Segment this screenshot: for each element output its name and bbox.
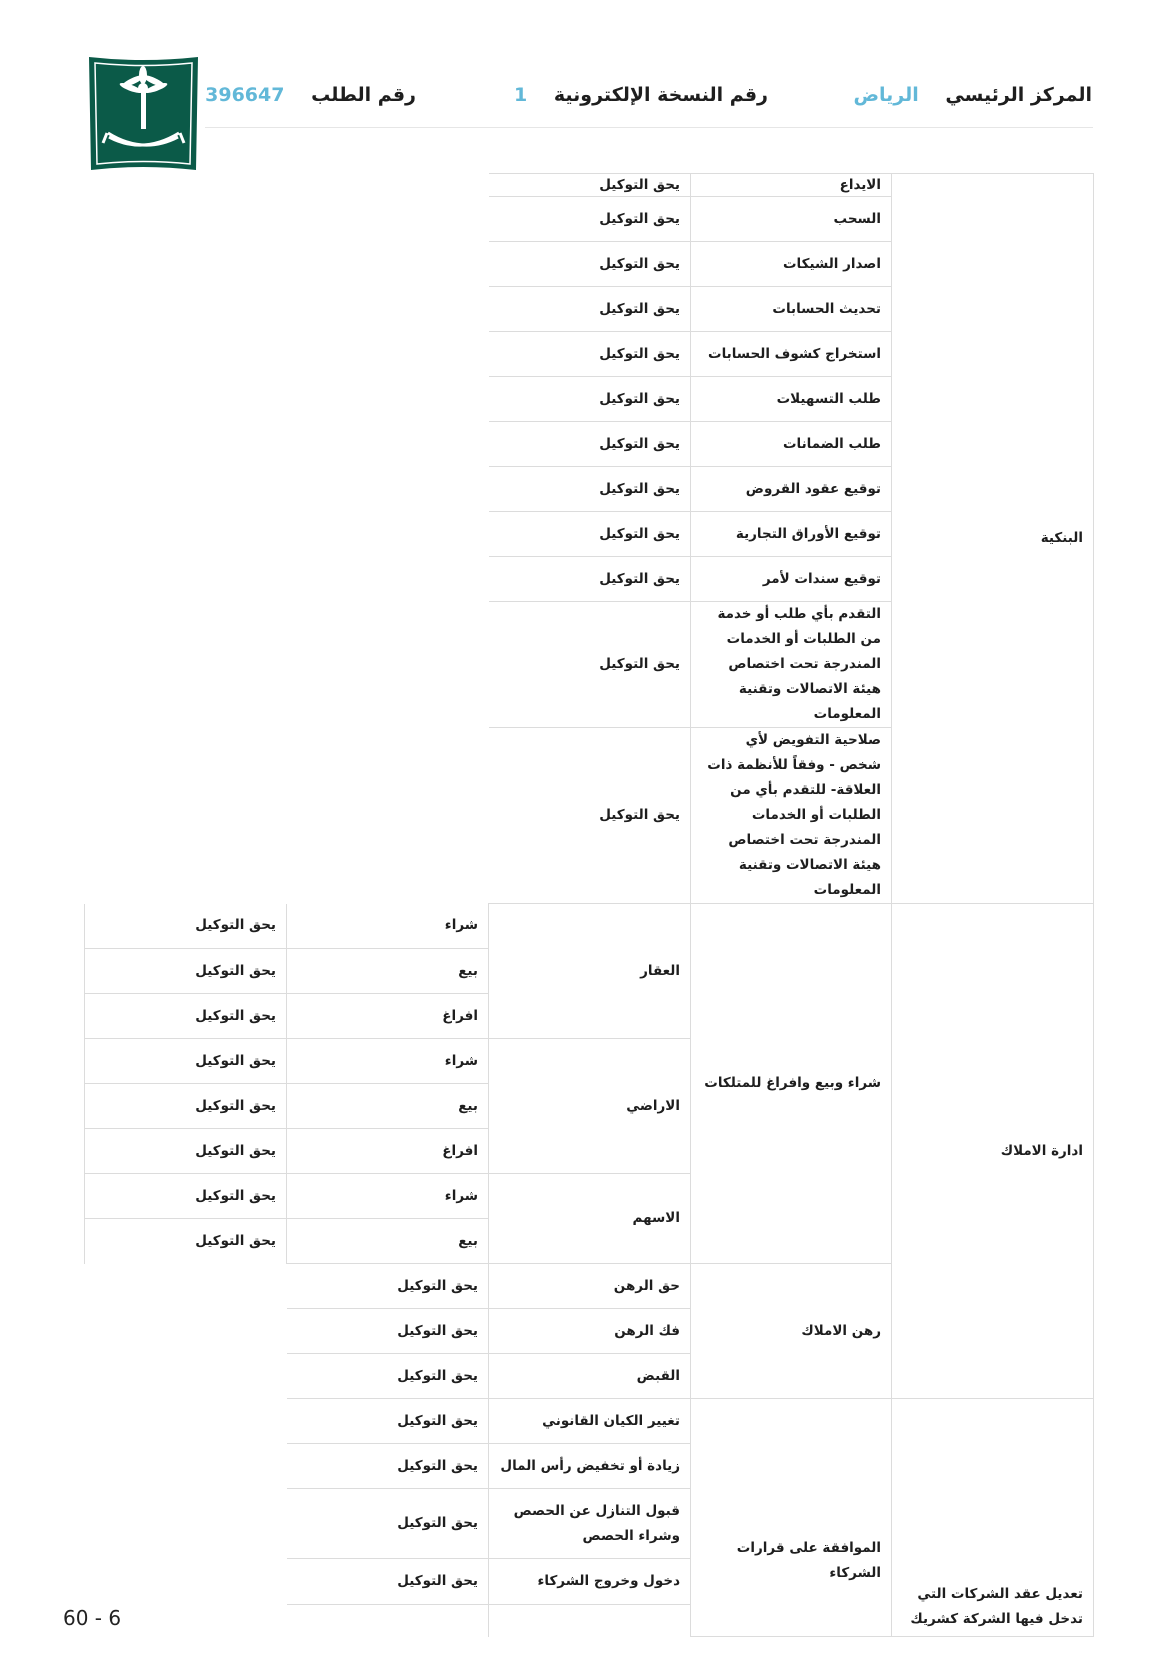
item-cell: توقيع الأوراق التجارية	[690, 511, 892, 557]
item-cell: اصدار الشيكات	[690, 241, 892, 287]
action-cell: شراء	[286, 1173, 489, 1219]
value-cell: يحق التوكيل	[286, 1488, 489, 1559]
saudi-emblem-logo	[89, 57, 198, 170]
value-cell: يحق التوكيل	[286, 1263, 489, 1309]
value-cell: يحق التوكيل	[84, 948, 287, 994]
table-row: دخول وخروج الشركاء يحق التوكيل	[85, 1558, 1094, 1605]
group-shares: الاسهم	[488, 1173, 691, 1264]
item-cell: فك الرهن	[488, 1308, 691, 1354]
powers-table: البنكية الايداع يحق التوكيل السحب يحق الت…	[84, 173, 1094, 1637]
value-cell: يحق التوكيل	[286, 1558, 489, 1605]
item-cell: قبول التنازل عن الحصص وشراء الحصص	[488, 1488, 691, 1559]
value-cell: يحق التوكيل	[84, 903, 287, 949]
item-cell: حق الرهن	[488, 1263, 691, 1309]
action-cell: افراغ	[286, 993, 489, 1039]
item-cell: السحب	[690, 196, 892, 242]
table-row: بيع يحق التوكيل	[84, 1218, 1094, 1264]
subcategory-trade: شراء وبيع وافراغ للمتلكات	[690, 903, 892, 1264]
item-cell: توقيع عقود القروض	[690, 466, 892, 512]
table-row: تعديل عقد الشركات التي تدخل فيها الشركة …	[85, 1398, 1094, 1637]
group-lands: الاراضي	[488, 1038, 691, 1174]
value-cell: يحق التوكيل	[286, 1443, 489, 1489]
table-row: توقيع سندات لأمر يحق التوكيل	[85, 556, 1094, 602]
table-row: الاسهم شراء يحق التوكيل	[84, 1173, 1094, 1264]
table-row: زيادة أو تخفيض رأس المال يحق التوكيل	[85, 1443, 1094, 1489]
item-cell: صلاحية التفويض لأي شخص - وفقاً للأنظمة ذ…	[690, 727, 892, 904]
page-number: 60 - 6	[63, 1606, 122, 1630]
value-cell: يحق التوكيل	[488, 173, 691, 197]
table-row: افراغ يحق التوكيل	[84, 993, 1094, 1039]
table-row: صلاحية التفويض لأي شخص - وفقاً للأنظمة ذ…	[85, 727, 1094, 904]
item-cell: طلب التسهيلات	[690, 376, 892, 422]
value-cell: يحق التوكيل	[488, 286, 691, 332]
item-cell: استخراج كشوف الحسابات	[690, 331, 892, 377]
table-row: السحب يحق التوكيل	[85, 196, 1094, 242]
subcategory-mortgage: رهن الاملاك	[690, 1263, 892, 1399]
value-cell: يحق التوكيل	[488, 196, 691, 242]
action-cell: بيع	[286, 1083, 489, 1129]
table-row: التقدم بأي طلب أو خدمة من الطلبات أو الخ…	[85, 601, 1094, 728]
subcategory-partner-decisions: الموافقة على قرارات الشركاء	[690, 1398, 892, 1637]
table-row: بيع يحق التوكيل	[84, 948, 1094, 994]
electronic-copy-value: 1	[514, 84, 528, 106]
value-cell: يحق التوكيل	[488, 601, 691, 728]
item-cell: تغيير الكيان القانوني	[488, 1398, 691, 1444]
value-cell: يحق التوكيل	[286, 1308, 489, 1354]
value-cell: يحق التوكيل	[84, 1218, 287, 1264]
head-office-field: المركز الرئيسي الرياض	[853, 84, 1092, 106]
action-cell: بيع	[286, 1218, 489, 1264]
request-number-label: رقم الطلب	[311, 84, 416, 106]
value-cell: يحق التوكيل	[488, 466, 691, 512]
value-cell: يحق التوكيل	[488, 241, 691, 287]
value-cell: يحق التوكيل	[84, 1128, 287, 1174]
value-cell: يحق التوكيل	[84, 993, 287, 1039]
value-cell: يحق التوكيل	[286, 1398, 489, 1444]
table-row: ادارة الاملاك شراء وبيع وافراغ للمتلكات …	[84, 903, 1094, 1399]
request-number-value: 396647	[205, 84, 285, 106]
category-banking: البنكية	[891, 173, 1094, 904]
item-cell: زيادة أو تخفيض رأس المال	[488, 1443, 691, 1489]
value-cell: يحق التوكيل	[488, 331, 691, 377]
action-cell: افراغ	[286, 1128, 489, 1174]
electronic-copy-field: رقم النسخة الإلكترونية 1	[514, 84, 768, 106]
value-cell: يحق التوكيل	[84, 1083, 287, 1129]
category-property: ادارة الاملاك	[891, 903, 1094, 1399]
group-real-estate: العقار	[488, 903, 691, 1039]
item-cell: تحديث الحسابات	[690, 286, 892, 332]
table-row: طلب الضمانات يحق التوكيل	[85, 421, 1094, 467]
table-row: قبول التنازل عن الحصص وشراء الحصص يحق الت…	[85, 1488, 1094, 1559]
header-divider	[205, 127, 1093, 128]
value-cell: يحق التوكيل	[84, 1173, 287, 1219]
electronic-copy-label: رقم النسخة الإلكترونية	[553, 84, 768, 106]
head-office-label: المركز الرئيسي	[945, 84, 1092, 106]
value-cell: يحق التوكيل	[286, 1353, 489, 1399]
item-cell: توقيع سندات لأمر	[690, 556, 892, 602]
value-cell: يحق التوكيل	[488, 511, 691, 557]
request-number-field: رقم الطلب 396647	[205, 84, 416, 106]
item-cell: التقدم بأي طلب أو خدمة من الطلبات أو الخ…	[690, 601, 892, 728]
table-row: القبض يحق التوكيل	[85, 1353, 1094, 1399]
category-companies: تعديل عقد الشركات التي تدخل فيها الشركة …	[891, 1398, 1094, 1637]
value-cell: يحق التوكيل	[488, 376, 691, 422]
value-cell: يحق التوكيل	[488, 556, 691, 602]
table-row	[85, 1604, 1094, 1637]
table-row: طلب التسهيلات يحق التوكيل	[85, 376, 1094, 422]
table-row: بيع يحق التوكيل	[84, 1083, 1094, 1129]
value-cell: يحق التوكيل	[488, 727, 691, 904]
item-cell: الايداع	[690, 173, 892, 197]
head-office-value: الرياض	[853, 84, 919, 106]
item-cell: طلب الضمانات	[690, 421, 892, 467]
value-cell: يحق التوكيل	[488, 421, 691, 467]
value-cell: يحق التوكيل	[84, 1038, 287, 1084]
action-cell: شراء	[286, 1038, 489, 1084]
item-cell: دخول وخروج الشركاء	[488, 1558, 691, 1605]
action-cell: شراء	[286, 903, 489, 949]
item-cell: القبض	[488, 1353, 691, 1399]
table-row: رهن الاملاك حق الرهن يحق التوكيل	[85, 1263, 1094, 1399]
action-cell: بيع	[286, 948, 489, 994]
table-row: البنكية الايداع يحق التوكيل	[85, 173, 1094, 904]
